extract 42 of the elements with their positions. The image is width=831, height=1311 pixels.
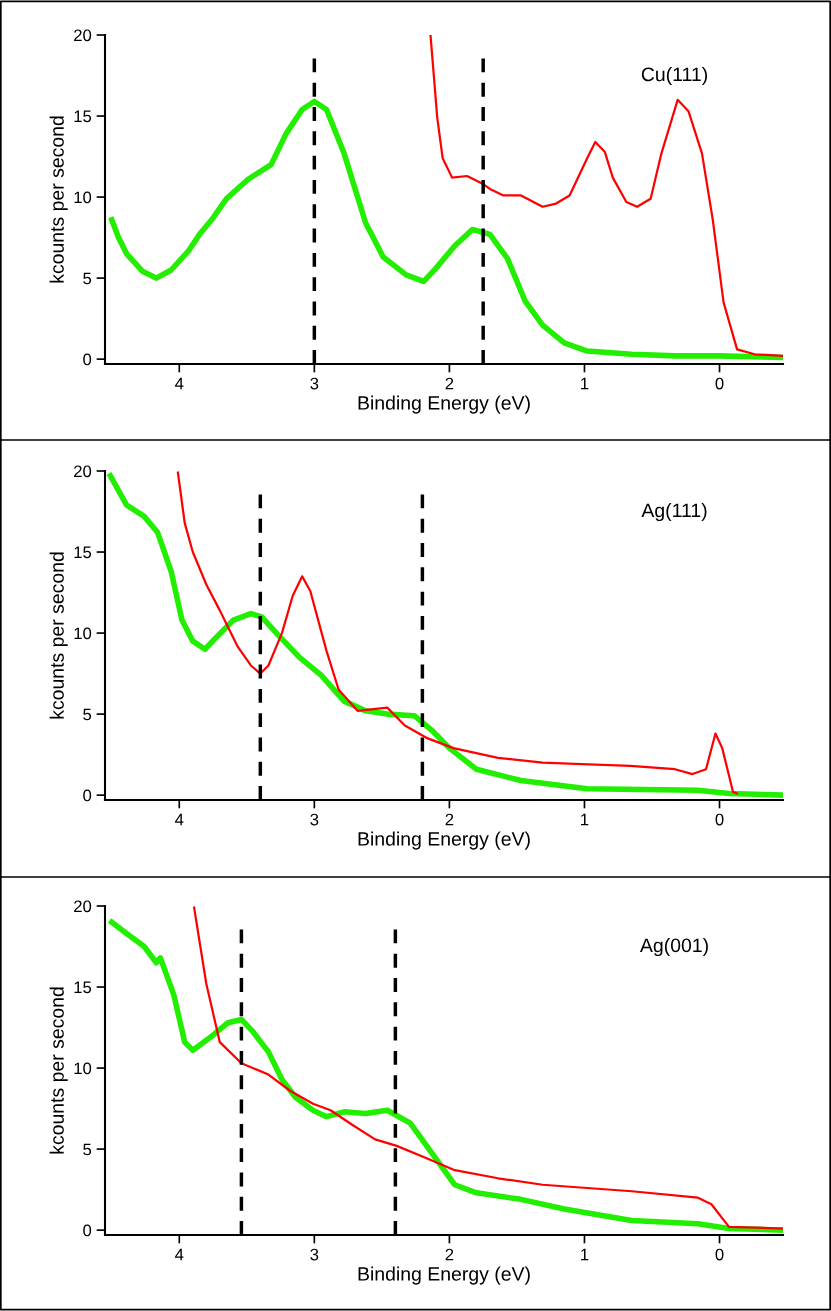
x-tick-label: 1	[581, 377, 589, 390]
line-series	[193, 906, 783, 1230]
x-axis-title: Binding Energy (eV)	[358, 1266, 530, 1285]
x-axis-title: Binding Energy (eV)	[358, 831, 530, 850]
x-tick-label: 4	[175, 1248, 184, 1261]
x-tick-label: 2	[445, 1248, 454, 1261]
y-tick-label: 5	[83, 1143, 92, 1156]
line-series	[429, 35, 783, 358]
x-tick-label: 4	[175, 813, 184, 826]
y-tick-label: 15	[74, 546, 92, 559]
x-tick-label: 2	[445, 377, 454, 390]
x-tick-label: 0	[715, 377, 724, 390]
y-tick-label: 20	[74, 29, 92, 42]
line-series	[176, 471, 739, 795]
y-axis-title: kcounts per second	[49, 987, 68, 1154]
y-axis-title: kcounts per second	[49, 552, 68, 719]
y-tick-label: 10	[74, 627, 92, 640]
y-tick-label: 20	[74, 900, 92, 913]
y-tick-label: 0	[83, 1224, 92, 1237]
x-tick-label: 3	[310, 813, 319, 826]
y-tick-label: 10	[74, 191, 92, 204]
y-axis-title: kcounts per second	[49, 116, 68, 283]
x-tick-label: 1	[581, 1248, 589, 1261]
y-tick-label: 5	[83, 708, 92, 721]
y-tick-label: 15	[74, 110, 92, 123]
x-tick-label: 3	[310, 1248, 319, 1261]
y-tick-label: 0	[83, 789, 92, 802]
annotation: Ag(111)	[641, 502, 707, 522]
annotation: Cu(111)	[641, 66, 708, 86]
y-tick-label: 5	[83, 272, 92, 285]
y-tick-label: 20	[74, 465, 92, 478]
x-tick-label: 4	[175, 377, 184, 390]
x-tick-label: 1	[581, 813, 589, 826]
x-tick-label: 0	[715, 813, 724, 826]
x-axis-title: Binding Energy (eV)	[358, 395, 530, 414]
y-tick-label: 0	[83, 353, 92, 366]
x-tick-label: 0	[715, 1248, 724, 1261]
x-tick-label: 3	[310, 377, 319, 390]
y-tick-label: 10	[74, 1062, 92, 1075]
y-tick-label: 15	[74, 981, 92, 994]
annotation: Ag(001)	[639, 937, 708, 957]
x-tick-label: 2	[445, 813, 454, 826]
